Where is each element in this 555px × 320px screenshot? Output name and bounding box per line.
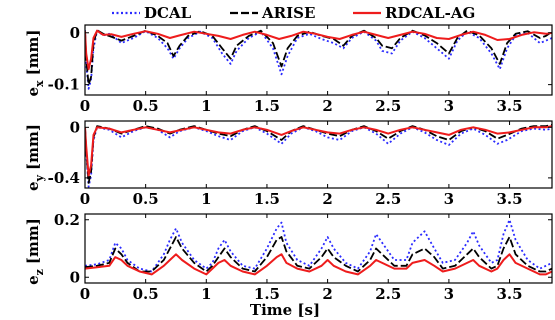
y-tick-label: -0.4 xyxy=(48,169,80,187)
x-tick-label: 2.5 xyxy=(375,285,401,303)
y-axis-title-main: e xyxy=(24,275,42,285)
series-line-dcal xyxy=(85,29,552,90)
y-tick-label: -0.1 xyxy=(48,76,80,94)
panel-z: 0 0.5 1 1.5 2 2.5 3 3.5 0.2 0 ez [mm] xyxy=(24,211,553,303)
y-axis-title-sub: z xyxy=(33,269,46,275)
x-tick-label: 0 xyxy=(80,97,90,115)
series-line-dcal xyxy=(85,126,552,188)
y-axis-title: ez [mm] xyxy=(24,218,46,285)
x-tick-label: 0.5 xyxy=(133,97,159,115)
x-tick-label: 0.5 xyxy=(133,190,159,208)
legend-label: RDCAL-AG xyxy=(385,4,475,22)
x-tick-label: 1 xyxy=(201,190,211,208)
legend-label: DCAL xyxy=(144,4,192,22)
x-tick-label: 3.5 xyxy=(496,285,522,303)
x-tick-label: 3 xyxy=(444,97,454,115)
x-tick-label: 3 xyxy=(444,190,454,208)
x-tick-label: 2 xyxy=(322,285,332,303)
panel-y: 0 0.5 1 1.5 2 2.5 3 3.50-0.4ey[mm] xyxy=(24,118,553,208)
y-axis-title-unit: [mm] xyxy=(24,29,42,75)
series-line-arise xyxy=(85,123,552,184)
panel-x: 0 0.5 1 1.5 2 2.5 3 3.50-0.1ex[mm] xyxy=(24,24,553,115)
x-tick-label: 1.5 xyxy=(254,190,280,208)
y-axis-title-sub: x xyxy=(33,80,46,87)
x-tick-label: 1 xyxy=(201,285,211,303)
x-tick-label: 2 xyxy=(322,190,332,208)
series-line-dcal xyxy=(85,218,552,273)
x-tick-label: 0 xyxy=(80,190,90,208)
x-tick-label: 0.5 xyxy=(133,285,159,303)
x-tick-label: 3.5 xyxy=(496,97,522,115)
y-tick-label: 0 xyxy=(70,268,80,286)
y-tick-label: 0 xyxy=(70,24,80,42)
panels: 0 0.5 1 1.5 2 2.5 3 3.50-0.1ex[mm]0 0.5 1 1.5 2 2.5 3… xyxy=(24,24,553,303)
y-axis-title-unit: [mm] xyxy=(24,124,42,170)
plot-frame xyxy=(84,213,553,284)
x-tick-label: 0 xyxy=(80,285,90,303)
series-group xyxy=(85,123,552,188)
x-tick-label: 3.5 xyxy=(496,190,522,208)
series-line-arise xyxy=(85,236,552,273)
plot-frame xyxy=(84,24,553,96)
legend-label: ARISE xyxy=(261,4,315,22)
y-axis-title-unit: [mm] xyxy=(24,218,42,264)
y-axis-title-main: e xyxy=(24,87,42,97)
y-axis-title: ey [mm] xyxy=(24,124,46,191)
x-tick-label: 2.5 xyxy=(375,190,401,208)
series-line-arise xyxy=(85,29,552,86)
series-group xyxy=(85,218,552,276)
legend: DCAL ARISE RDCAL-AG xyxy=(112,4,475,22)
x-tick-label: 3 xyxy=(444,285,454,303)
series-group xyxy=(85,29,552,90)
y-axis-title: ex [mm] xyxy=(24,29,46,96)
plot-frame xyxy=(84,120,553,189)
x-axis-title: Time [s] xyxy=(250,301,320,319)
y-tick-label: 0 xyxy=(70,118,80,136)
x-tick-label: 1.5 xyxy=(254,97,280,115)
y-tick-label: 0.2 xyxy=(54,211,80,229)
series-line-rdcal-ag xyxy=(85,29,552,71)
x-tick-label: 1.5 xyxy=(254,285,280,303)
x-tick-label: 1 xyxy=(201,97,211,115)
x-tick-label: 2.5 xyxy=(375,97,401,115)
y-axis-title-main: e xyxy=(24,181,42,191)
series-line-rdcal-ag xyxy=(85,253,552,276)
series-line-rdcal-ag xyxy=(85,125,552,177)
x-tick-label: 2 xyxy=(322,97,332,115)
y-axis-title-sub: y xyxy=(33,174,46,182)
